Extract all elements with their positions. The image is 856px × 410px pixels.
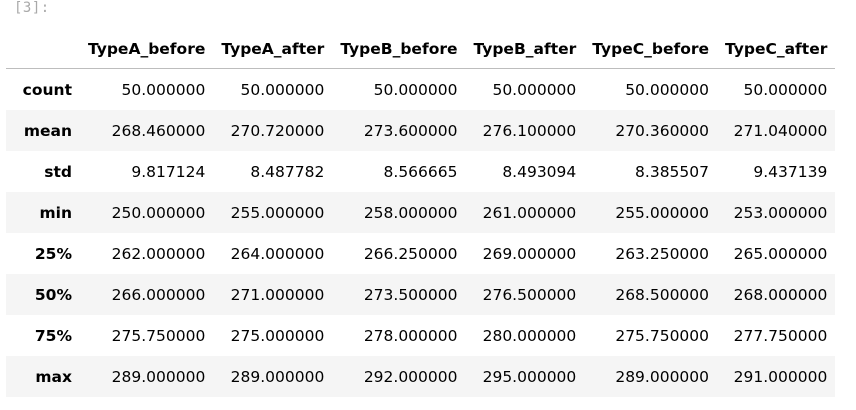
table-cell: 268.500000 xyxy=(615,285,710,304)
table-cell: 50.000000 xyxy=(492,80,577,99)
row-index-label: max xyxy=(35,367,72,386)
table-cell: 50.000000 xyxy=(373,80,458,99)
table-cell: 255.000000 xyxy=(230,203,325,222)
table-row: count 50.000000 50.000000 50.000000 50.00000… xyxy=(6,69,835,111)
table-cell: 255.000000 xyxy=(615,203,710,222)
table-cell: 264.000000 xyxy=(230,244,325,263)
table-row: max 289.000000 289.000000 292.000000 295.000… xyxy=(6,356,836,397)
table-cell: 270.360000 xyxy=(615,121,710,140)
column-header: TypeC_after xyxy=(717,30,836,69)
table-cell: 266.000000 xyxy=(111,285,206,304)
row-index-label: 75% xyxy=(34,326,72,345)
table-cell: 8.487782 xyxy=(250,162,325,181)
table-cell: 250.000000 xyxy=(111,203,206,222)
table-cell: 258.000000 xyxy=(363,203,458,222)
row-index-label: min xyxy=(39,203,73,222)
table-cell: 8.566665 xyxy=(383,162,458,181)
table-cell: 289.000000 xyxy=(111,367,206,386)
table-row: 75% 275.750000 275.000000 278.000000 280.000… xyxy=(6,315,835,356)
table-cell: 273.600000 xyxy=(363,121,458,140)
table-cell: 262.000000 xyxy=(111,244,206,263)
dataframe-describe-table: TypeA_before TypeA_after TypeB_before Ty… xyxy=(6,30,836,397)
table-cell: 50.000000 xyxy=(625,80,710,99)
table-cell: 289.000000 xyxy=(230,367,325,386)
table-cell: 278.000000 xyxy=(363,326,458,345)
column-header: TypeB_before xyxy=(332,30,466,69)
table-row: 50% 266.000000 271.000000 273.500000 276.500… xyxy=(6,274,836,315)
table-row: min 250.000000 255.000000 258.000000 261.000… xyxy=(6,192,836,233)
table-body: count 50.000000 50.000000 50.000000 50.00000… xyxy=(6,69,836,397)
table-cell: 50.000000 xyxy=(121,80,206,99)
table-row: std 9.817124 8.487782 8.566665 8.493094 8.385… xyxy=(6,151,835,192)
table-cell: 263.250000 xyxy=(615,244,710,263)
table-cell: 268.000000 xyxy=(733,285,828,304)
table-cell: 270.720000 xyxy=(230,121,325,140)
table-row: 25% 262.000000 264.000000 266.250000 269.000… xyxy=(6,233,835,274)
index-header xyxy=(6,30,80,69)
table-cell: 276.500000 xyxy=(482,285,577,304)
row-index-label: count xyxy=(22,80,72,99)
header-row: TypeA_before TypeA_after TypeB_before Ty… xyxy=(6,30,836,69)
row-index-label: std xyxy=(44,162,72,181)
column-header: TypeB_after xyxy=(465,30,585,69)
table-cell: 269.000000 xyxy=(482,244,577,263)
table-cell: 268.460000 xyxy=(111,121,206,140)
table-cell: 291.000000 xyxy=(733,367,828,386)
table-cell: 273.500000 xyxy=(363,285,458,304)
table-cell: 292.000000 xyxy=(363,367,458,386)
table-cell: 275.750000 xyxy=(111,326,206,345)
table-cell: 9.437139 xyxy=(753,162,828,181)
table-cell: 9.817124 xyxy=(131,162,206,181)
table-cell: 280.000000 xyxy=(482,326,577,345)
column-header: TypeA_before xyxy=(80,30,214,69)
table-cell: 271.040000 xyxy=(733,121,828,140)
row-index-label: mean xyxy=(23,121,72,140)
cell-prompt: [3]: xyxy=(14,0,50,16)
table-cell: 8.493094 xyxy=(502,162,577,181)
row-index-label: 25% xyxy=(34,244,72,263)
table-cell: 265.000000 xyxy=(733,244,828,263)
column-header: TypeA_after xyxy=(213,30,333,69)
table-cell: 275.000000 xyxy=(230,326,325,345)
table-cell: 266.250000 xyxy=(363,244,458,263)
table-cell: 289.000000 xyxy=(615,367,710,386)
table-cell: 50.000000 xyxy=(743,80,828,99)
row-index-label: 50% xyxy=(34,285,72,304)
table-cell: 261.000000 xyxy=(482,203,577,222)
column-header: TypeC_before xyxy=(584,30,718,69)
table-cell: 276.100000 xyxy=(482,121,577,140)
table-cell: 275.750000 xyxy=(615,326,710,345)
table-cell: 295.000000 xyxy=(482,367,577,386)
table-row: mean 268.460000 270.720000 273.600000 276.10… xyxy=(6,110,836,151)
table-cell: 271.000000 xyxy=(230,285,325,304)
table-cell: 277.750000 xyxy=(733,326,828,345)
table-cell: 253.000000 xyxy=(733,203,828,222)
table-cell: 50.000000 xyxy=(240,80,325,99)
table-cell: 8.385507 xyxy=(635,162,710,181)
table-header: TypeA_before TypeA_after TypeB_before Ty… xyxy=(6,30,836,69)
